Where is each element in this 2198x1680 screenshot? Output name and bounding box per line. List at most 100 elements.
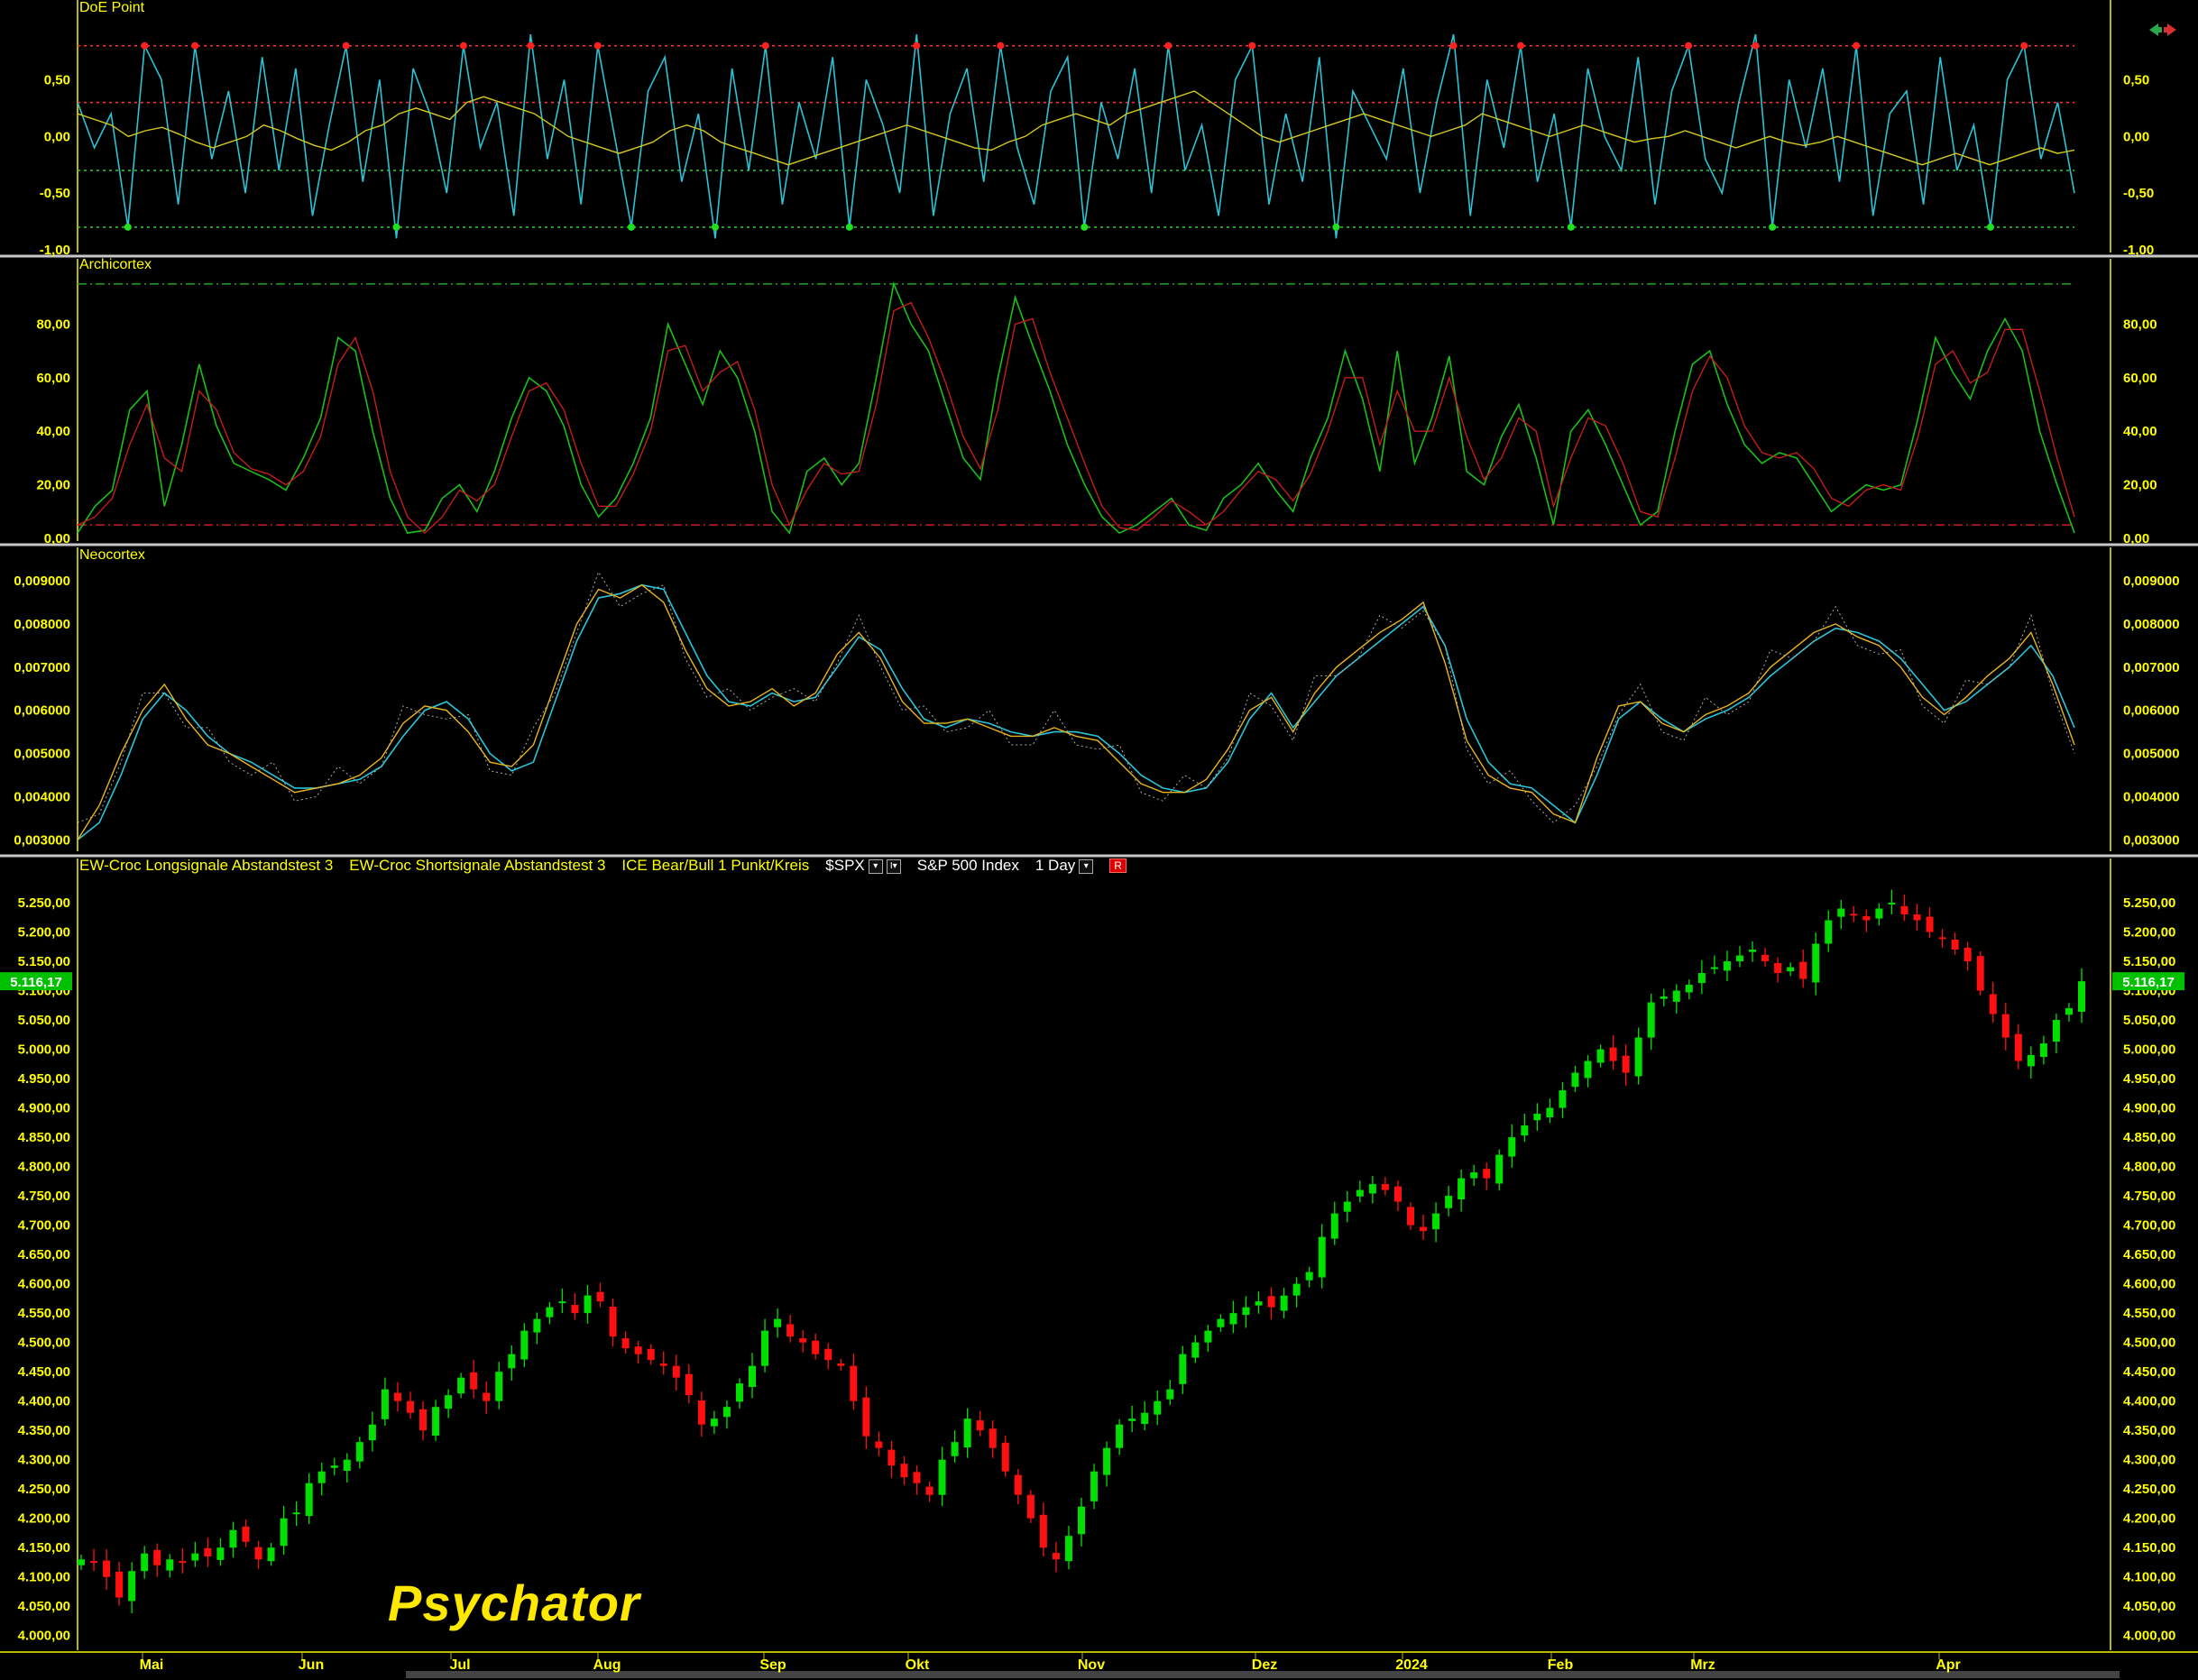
y-tick-label-right: 4.100,00 xyxy=(2123,1570,2175,1585)
candle-body xyxy=(2065,1008,2073,1015)
y-tick-label-right: 4.400,00 xyxy=(2123,1394,2175,1409)
candle-body xyxy=(976,1420,984,1431)
candle-body xyxy=(710,1418,718,1427)
y-tick-label-left: 4.050,00 xyxy=(18,1599,70,1614)
candle-body xyxy=(1609,1047,1617,1061)
signal-dot-low xyxy=(1986,223,1994,231)
candle-body xyxy=(1432,1213,1440,1230)
x-tick-label: Nov xyxy=(1078,1657,1105,1673)
y-tick-label-left: 4.700,00 xyxy=(18,1218,70,1234)
candle-body xyxy=(520,1330,529,1360)
signal-dot-high xyxy=(761,41,769,50)
y-tick-label-left: 5.000,00 xyxy=(18,1042,70,1058)
y-tick-label-right: 60,00 xyxy=(2123,371,2157,386)
long-signal-label[interactable]: EW-Croc Longsignale Abstandstest 3 xyxy=(79,857,334,874)
panel-title-neocortex: Neocortex xyxy=(79,547,145,563)
y-tick-label-left: 60,00 xyxy=(36,371,70,386)
candle-body xyxy=(292,1512,300,1515)
y-tick-label-right: 4.000,00 xyxy=(2123,1629,2175,1644)
candle-body xyxy=(115,1571,124,1598)
y-tick-label-right: 0,008000 xyxy=(2123,617,2180,632)
candle-body xyxy=(78,1559,85,1565)
candle-body xyxy=(761,1330,769,1366)
candle-body xyxy=(621,1338,630,1349)
y-tick-label-right: 4.750,00 xyxy=(2123,1189,2175,1204)
interval-label[interactable]: 1 Day xyxy=(1035,857,1076,874)
candle-body xyxy=(1723,961,1731,971)
candle-body xyxy=(1166,1389,1174,1400)
candle-body xyxy=(1749,950,1757,952)
panel-title-doe: DoE Point xyxy=(79,0,145,15)
ice-label[interactable]: ICE Bear/Bull 1 Punkt/Kreis xyxy=(621,857,810,874)
panel-title-archicortex: Archicortex xyxy=(79,257,152,272)
y-tick-label-right: 4.650,00 xyxy=(2123,1247,2175,1262)
signal-dot-low xyxy=(1769,223,1777,231)
signal-dot-high xyxy=(593,41,602,50)
candle-body xyxy=(1697,973,1706,984)
candle-body xyxy=(786,1324,795,1337)
y-tick-label-left: 4.100,00 xyxy=(18,1570,70,1585)
interval-dropdown-icon[interactable]: ▾ xyxy=(1079,858,1094,874)
signal-dot-low xyxy=(627,223,635,231)
y-tick-label-left: 4.850,00 xyxy=(18,1130,70,1145)
candle-body xyxy=(1546,1107,1554,1117)
instrument-name: S&P 500 Index xyxy=(916,857,1019,874)
candle-body xyxy=(938,1459,946,1495)
y-tick-label-right: 4.850,00 xyxy=(2123,1130,2175,1145)
y-tick-label-left: 40,00 xyxy=(36,424,70,439)
y-tick-label-left: 5.250,00 xyxy=(18,895,70,911)
candle-body xyxy=(951,1442,959,1456)
candle-body xyxy=(355,1442,363,1462)
signal-dot-low xyxy=(124,223,132,231)
candle-body xyxy=(280,1518,288,1547)
navigation-arrows-icon[interactable] xyxy=(2147,20,2178,40)
candle-body xyxy=(1685,985,1693,993)
candle-body xyxy=(647,1348,655,1361)
x-tick-label: Aug xyxy=(593,1657,621,1673)
symbol-label[interactable]: $SPX xyxy=(825,857,865,874)
y-tick-label-left: 4.000,00 xyxy=(18,1629,70,1644)
candle-body xyxy=(900,1464,908,1478)
y-tick-label-right: 4.950,00 xyxy=(2123,1071,2175,1087)
candle-body xyxy=(1179,1354,1187,1384)
y-tick-label-right: 40,00 xyxy=(2123,424,2157,439)
candle-body xyxy=(685,1373,693,1396)
candle-body xyxy=(495,1372,503,1401)
candle-body xyxy=(1368,1184,1376,1194)
candle-body xyxy=(1406,1207,1414,1226)
signal-dot-high xyxy=(1685,41,1693,50)
watermark-logo: Psychator xyxy=(388,1574,640,1631)
candle-body xyxy=(179,1561,187,1564)
candle-body xyxy=(1458,1178,1466,1200)
y-tick-label-right: 4.500,00 xyxy=(2123,1336,2175,1351)
candle-body xyxy=(1976,956,1984,991)
candle-body xyxy=(267,1547,275,1562)
y-tick-label-right: 0,009000 xyxy=(2123,574,2180,589)
x-tick-label: Dez xyxy=(1252,1657,1277,1673)
signal-dot-high xyxy=(2020,41,2028,50)
y-tick-label-left: 4.600,00 xyxy=(18,1277,70,1292)
y-tick-label-left: 0,006000 xyxy=(14,703,70,719)
short-signal-label[interactable]: EW-Croc Shortsignale Abstandstest 3 xyxy=(349,857,606,874)
y-tick-label-right: 4.450,00 xyxy=(2123,1364,2175,1380)
y-tick-label-right: 0,006000 xyxy=(2123,703,2180,719)
signal-dot-low xyxy=(1332,223,1340,231)
y-tick-label-left: 4.500,00 xyxy=(18,1336,70,1351)
candle-body xyxy=(1888,903,1896,905)
y-tick-label-right: 4.600,00 xyxy=(2123,1277,2175,1292)
chart-type-dropdown-icon[interactable]: I▾ xyxy=(886,858,901,874)
candle-body xyxy=(1710,967,1718,969)
y-tick-label-right: 4.550,00 xyxy=(2123,1306,2175,1321)
r-button[interactable]: R xyxy=(1109,858,1127,873)
candle-body xyxy=(432,1407,440,1437)
y-tick-label-left: 0,00 xyxy=(44,129,70,144)
candle-body xyxy=(1318,1236,1326,1278)
candle-body xyxy=(1420,1226,1428,1232)
candle-body xyxy=(1495,1154,1504,1184)
x-tick-label: Feb xyxy=(1548,1657,1574,1673)
candle-body xyxy=(1735,955,1743,962)
candle-body xyxy=(2052,1020,2060,1042)
symbol-dropdown-icon[interactable]: ▾ xyxy=(868,858,883,874)
